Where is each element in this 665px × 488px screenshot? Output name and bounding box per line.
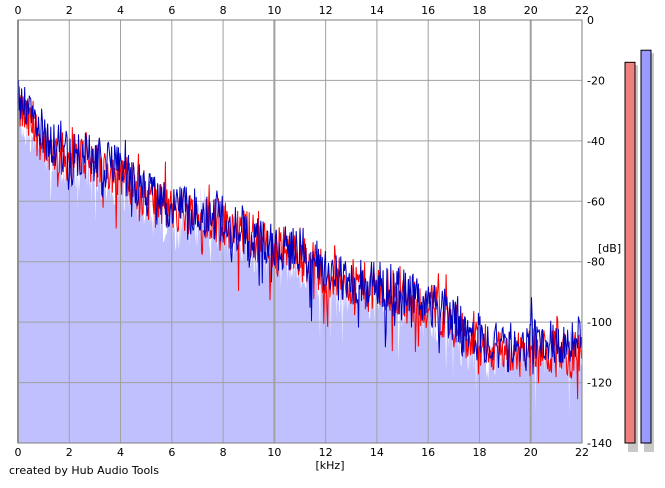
y-tick-label: -20 bbox=[587, 74, 605, 87]
y-tick-label: -120 bbox=[587, 377, 612, 390]
x-tick-label: 16 bbox=[421, 446, 435, 459]
x-tick-label: 6 bbox=[168, 4, 175, 17]
series-lines bbox=[18, 79, 582, 400]
x-tick-label: 14 bbox=[370, 446, 384, 459]
spectrum-area bbox=[18, 97, 582, 444]
x-tick-label: 10 bbox=[267, 446, 281, 459]
y-axis-label: [dB] bbox=[598, 242, 621, 255]
x-tick-label: 0 bbox=[15, 4, 22, 17]
x-axis-label: [kHz] bbox=[316, 459, 345, 472]
x-tick-label: 2 bbox=[66, 4, 73, 17]
x-tick-label: 8 bbox=[220, 4, 227, 17]
x-tick-label: 22 bbox=[575, 4, 589, 17]
x-tick-label: 6 bbox=[168, 446, 175, 459]
x-tick-label: 22 bbox=[575, 446, 589, 459]
credit-text: created by Hub Audio Tools bbox=[9, 464, 159, 477]
x-tick-label: 20 bbox=[524, 446, 538, 459]
x-tick-label: 0 bbox=[15, 446, 22, 459]
level-meter-bar bbox=[624, 61, 636, 444]
y-tick-label: -80 bbox=[587, 256, 605, 269]
y-tick-label: -140 bbox=[587, 437, 612, 450]
series-line-2 bbox=[18, 79, 582, 375]
x-tick-label: 12 bbox=[319, 4, 333, 17]
x-tick-label: 16 bbox=[421, 4, 435, 17]
spectrum-fill bbox=[18, 97, 582, 444]
x-tick-label: 14 bbox=[370, 4, 384, 17]
x-tick-label: 10 bbox=[267, 4, 281, 17]
y-tick-label: -40 bbox=[587, 135, 605, 148]
x-tick-label: 18 bbox=[472, 4, 486, 17]
grid bbox=[17, 19, 583, 444]
level-meter-bar bbox=[640, 49, 652, 444]
y-tick-label: 0 bbox=[587, 14, 594, 27]
x-tick-label: 4 bbox=[117, 4, 124, 17]
x-tick-label: 12 bbox=[319, 446, 333, 459]
plot-frame bbox=[17, 19, 583, 444]
y-tick-label: -60 bbox=[587, 195, 605, 208]
y-tick-labels: 0 -20 -40 -60 -80 -100 -120 -140 bbox=[587, 14, 612, 450]
x-tick-labels-bottom: 0 2 4 6 8 10 12 14 16 18 20 22 bbox=[15, 446, 590, 459]
x-tick-labels-top: 0 2 4 6 8 10 12 14 16 18 20 22 bbox=[15, 4, 590, 17]
x-tick-label: 2 bbox=[66, 446, 73, 459]
x-tick-label: 18 bbox=[472, 446, 486, 459]
x-tick-label: 4 bbox=[117, 446, 124, 459]
x-tick-label: 20 bbox=[524, 4, 538, 17]
level-meters bbox=[624, 49, 654, 453]
y-tick-label: -100 bbox=[587, 316, 612, 329]
x-tick-label: 8 bbox=[220, 446, 227, 459]
